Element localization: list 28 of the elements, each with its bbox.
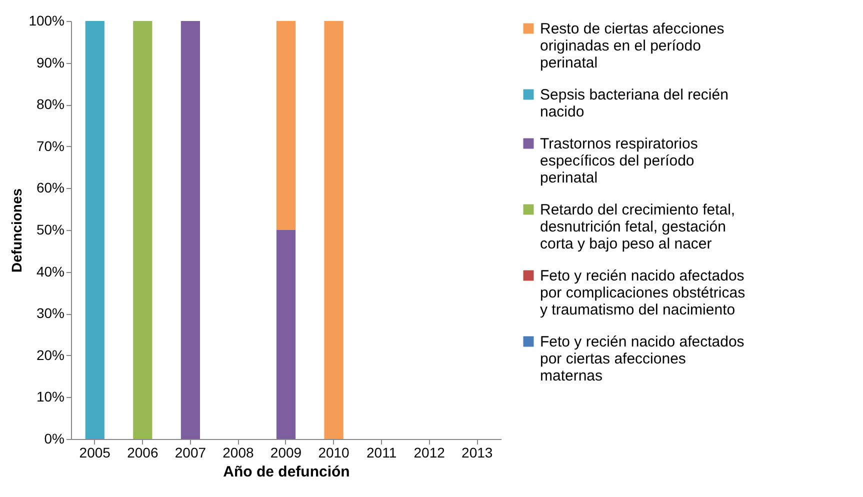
legend-label: Retardo del crecimiento fetal, desnutrición fetal, gestación corta y bajo peso al nacer (540, 202, 736, 252)
x-axis-title: Año de defunción (223, 464, 350, 480)
x-tick-label: 2010 (318, 444, 350, 460)
y-tick-label: 70% (36, 138, 64, 154)
x-tick-label: 2008 (222, 444, 254, 460)
x-tick-label: 2011 (366, 444, 397, 460)
y-tick-label: 50% (36, 222, 64, 238)
y-tick-label: 100% (28, 12, 64, 28)
y-tick-label: 10% (36, 388, 64, 405)
legend-label: Sepsis bacteriana del recién nacido (540, 86, 728, 120)
legend-label: Resto de ciertas afecciones originadas en el período perinatal (540, 20, 724, 72)
y-tick-label: 0% (44, 430, 64, 446)
legend-label: Trastornos respiratorios específicos del período perinatal (540, 136, 698, 186)
y-tick-label: 30% (36, 305, 64, 322)
x-tick-label: 2007 (174, 444, 206, 460)
x-tick-label: 2012 (414, 444, 446, 460)
x-tick-label: 2005 (79, 444, 111, 460)
y-axis-title: Defunciones (8, 188, 25, 273)
x-tick-label: 2009 (270, 444, 302, 460)
x-tick-label: 2006 (127, 444, 158, 460)
y-tick-label: 40% (36, 263, 64, 280)
y-tick-label: 80% (36, 96, 64, 112)
legend-label: Feto y recién nacido afectados por complicaciones obstétricas y traumatismo del nacimiento (540, 268, 746, 318)
y-tick-label: 20% (36, 346, 64, 363)
y-tick-label: 90% (36, 54, 64, 70)
legend-label: Feto y recién nacido afectados por ciertas afecciones maternas (540, 334, 744, 384)
y-tick-label: 60% (36, 180, 64, 196)
x-tick-label: 2013 (462, 444, 493, 460)
